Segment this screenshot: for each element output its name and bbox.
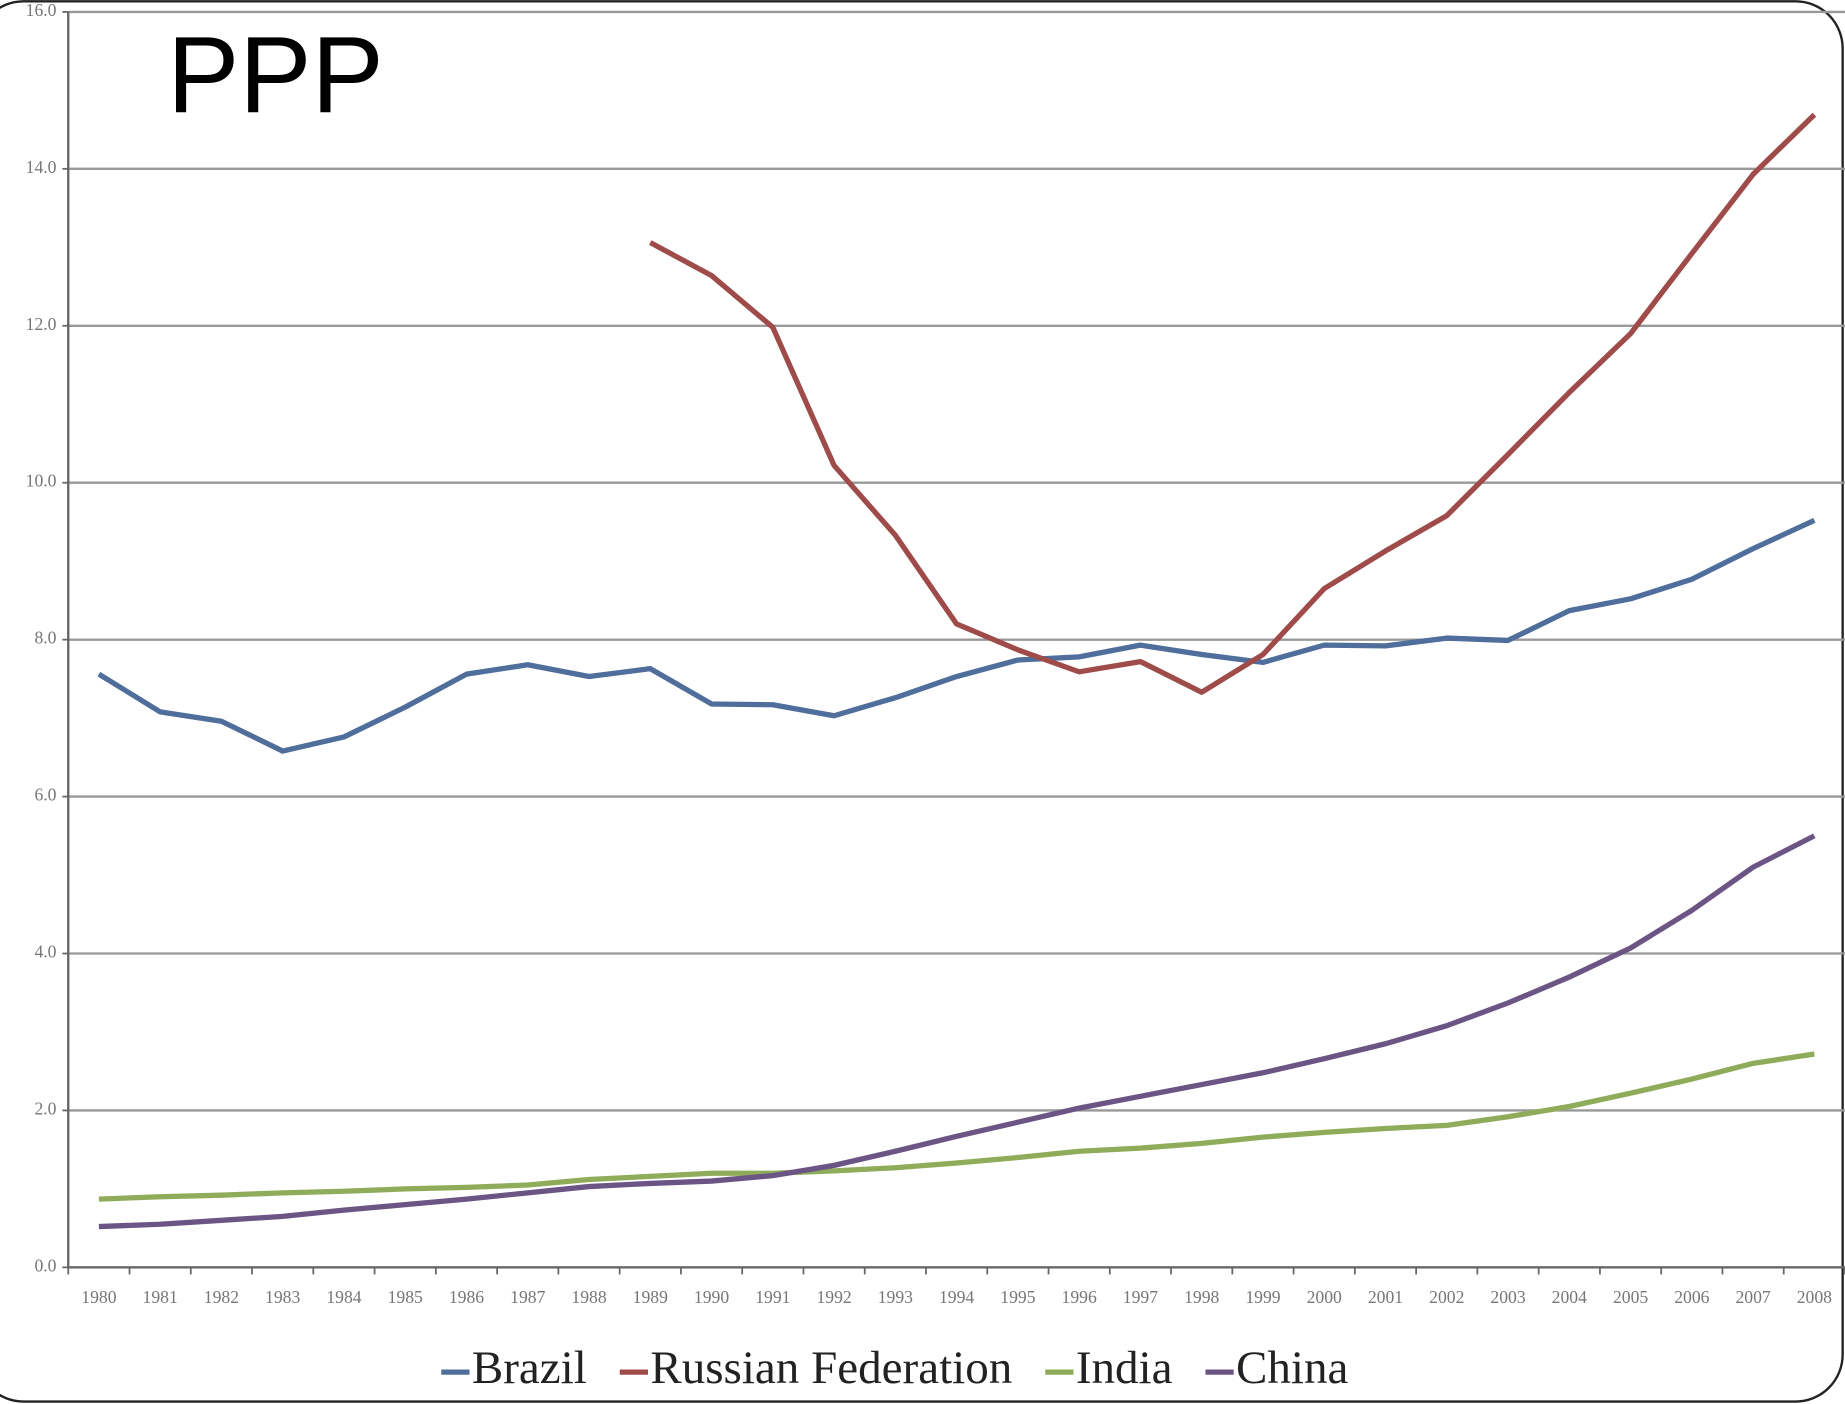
legend-label: Russian Federation: [650, 1342, 1012, 1394]
y-tick-label: 0.0: [34, 1255, 56, 1275]
x-tick-label: 1993: [878, 1287, 913, 1307]
line-series: [98, 833, 1816, 1230]
x-tick-label: 2001: [1368, 1287, 1403, 1307]
x-tick-label: 2000: [1307, 1287, 1342, 1307]
x-tick-label: 1981: [143, 1287, 178, 1307]
legend-label: India: [1076, 1342, 1173, 1394]
line-series: [649, 112, 1817, 695]
y-tick-label: 2.0: [34, 1098, 56, 1118]
y-tick-label: 16.0: [26, 0, 57, 20]
line-series: [97, 517, 1816, 754]
x-tick-label: 1985: [388, 1287, 423, 1307]
y-tick-label: 14.0: [26, 157, 57, 177]
x-tick-label: 1996: [1062, 1287, 1097, 1307]
x-tick-label: 1986: [449, 1287, 484, 1307]
y-tick-label: 12.0: [26, 314, 57, 334]
x-tick-label: 2005: [1613, 1287, 1648, 1307]
x-tick-label: 1988: [571, 1287, 606, 1307]
y-tick-label: 4.0: [34, 942, 56, 962]
legend-label: Brazil: [472, 1342, 587, 1394]
x-tick-label: 2002: [1429, 1287, 1464, 1307]
x-tick-label: 2004: [1552, 1287, 1587, 1307]
y-tick-label: 8.0: [34, 628, 56, 648]
x-tick-label: 1998: [1184, 1287, 1219, 1307]
x-tick-label: 1992: [816, 1287, 851, 1307]
y-tick-label: 6.0: [34, 785, 56, 805]
line-series: [98, 1051, 1815, 1202]
x-tick-label: 1995: [1000, 1287, 1035, 1307]
x-tick-label: 1980: [81, 1287, 116, 1307]
x-tick-label: 1989: [633, 1287, 668, 1307]
x-tick-label: 2006: [1674, 1287, 1709, 1307]
x-tick-label: 2007: [1735, 1287, 1770, 1307]
x-tick-label: 2003: [1490, 1287, 1525, 1307]
x-tick-label: 1984: [326, 1287, 361, 1307]
x-tick-label: 1983: [265, 1287, 300, 1307]
x-tick-label: 2008: [1797, 1287, 1832, 1307]
x-tick-label: 1994: [939, 1287, 974, 1307]
x-tick-label: 1999: [1245, 1287, 1280, 1307]
y-tick-label: 10.0: [26, 471, 57, 491]
legend-label: China: [1236, 1342, 1348, 1394]
chart-title: PPP: [167, 14, 384, 135]
x-tick-label: 1997: [1123, 1287, 1158, 1307]
x-tick-label: 1987: [510, 1287, 545, 1307]
x-tick-label: 1982: [204, 1287, 239, 1307]
x-tick-label: 1990: [694, 1287, 729, 1307]
x-tick-label: 1991: [755, 1287, 790, 1307]
